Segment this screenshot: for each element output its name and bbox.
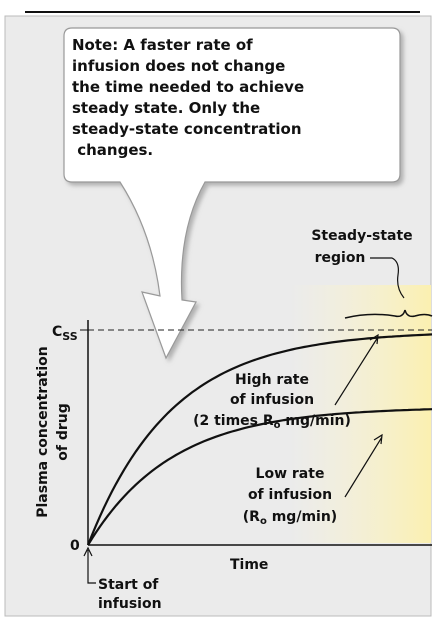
low-label: of infusion <box>248 487 332 503</box>
start-bracket <box>87 550 96 584</box>
steady-label: region <box>315 250 366 266</box>
note-line: changes. <box>72 141 153 159</box>
low-curve <box>87 408 433 546</box>
high-arrow <box>334 333 379 406</box>
low-label: Low rate <box>256 466 325 482</box>
leader <box>370 257 405 299</box>
start-arrowhead <box>83 546 93 557</box>
low-dose: (Ro mg/min) <box>243 509 337 527</box>
low-arrow <box>344 433 383 498</box>
high-curve <box>86 333 433 546</box>
steady-region-shade <box>290 285 431 543</box>
high-dose: (2 times Ro mg/min) <box>193 413 351 431</box>
note-line: Note: A faster rate of <box>72 36 253 54</box>
note-line: infusion does not change <box>72 57 285 75</box>
start-label: Start of <box>98 577 159 593</box>
x-axis-label: Time <box>230 557 268 573</box>
note-line: steady state. Only the <box>72 99 260 117</box>
high-label: of infusion <box>230 392 314 408</box>
brace <box>344 309 433 319</box>
y-axis-label: Plasma concentration <box>35 346 51 518</box>
origin-label: 0 <box>70 538 80 554</box>
high-label: High rate <box>235 372 309 388</box>
y-axis-label: of drug <box>55 403 71 461</box>
note: Note: A faster rate of infusion does not… <box>72 36 304 159</box>
start-label: infusion <box>98 596 162 612</box>
css-label: CSS <box>52 324 78 343</box>
steady-label: Steady-state <box>311 228 412 244</box>
note-line: steady-state concentration <box>72 120 302 138</box>
note-line: the time needed to achieve <box>72 78 304 96</box>
